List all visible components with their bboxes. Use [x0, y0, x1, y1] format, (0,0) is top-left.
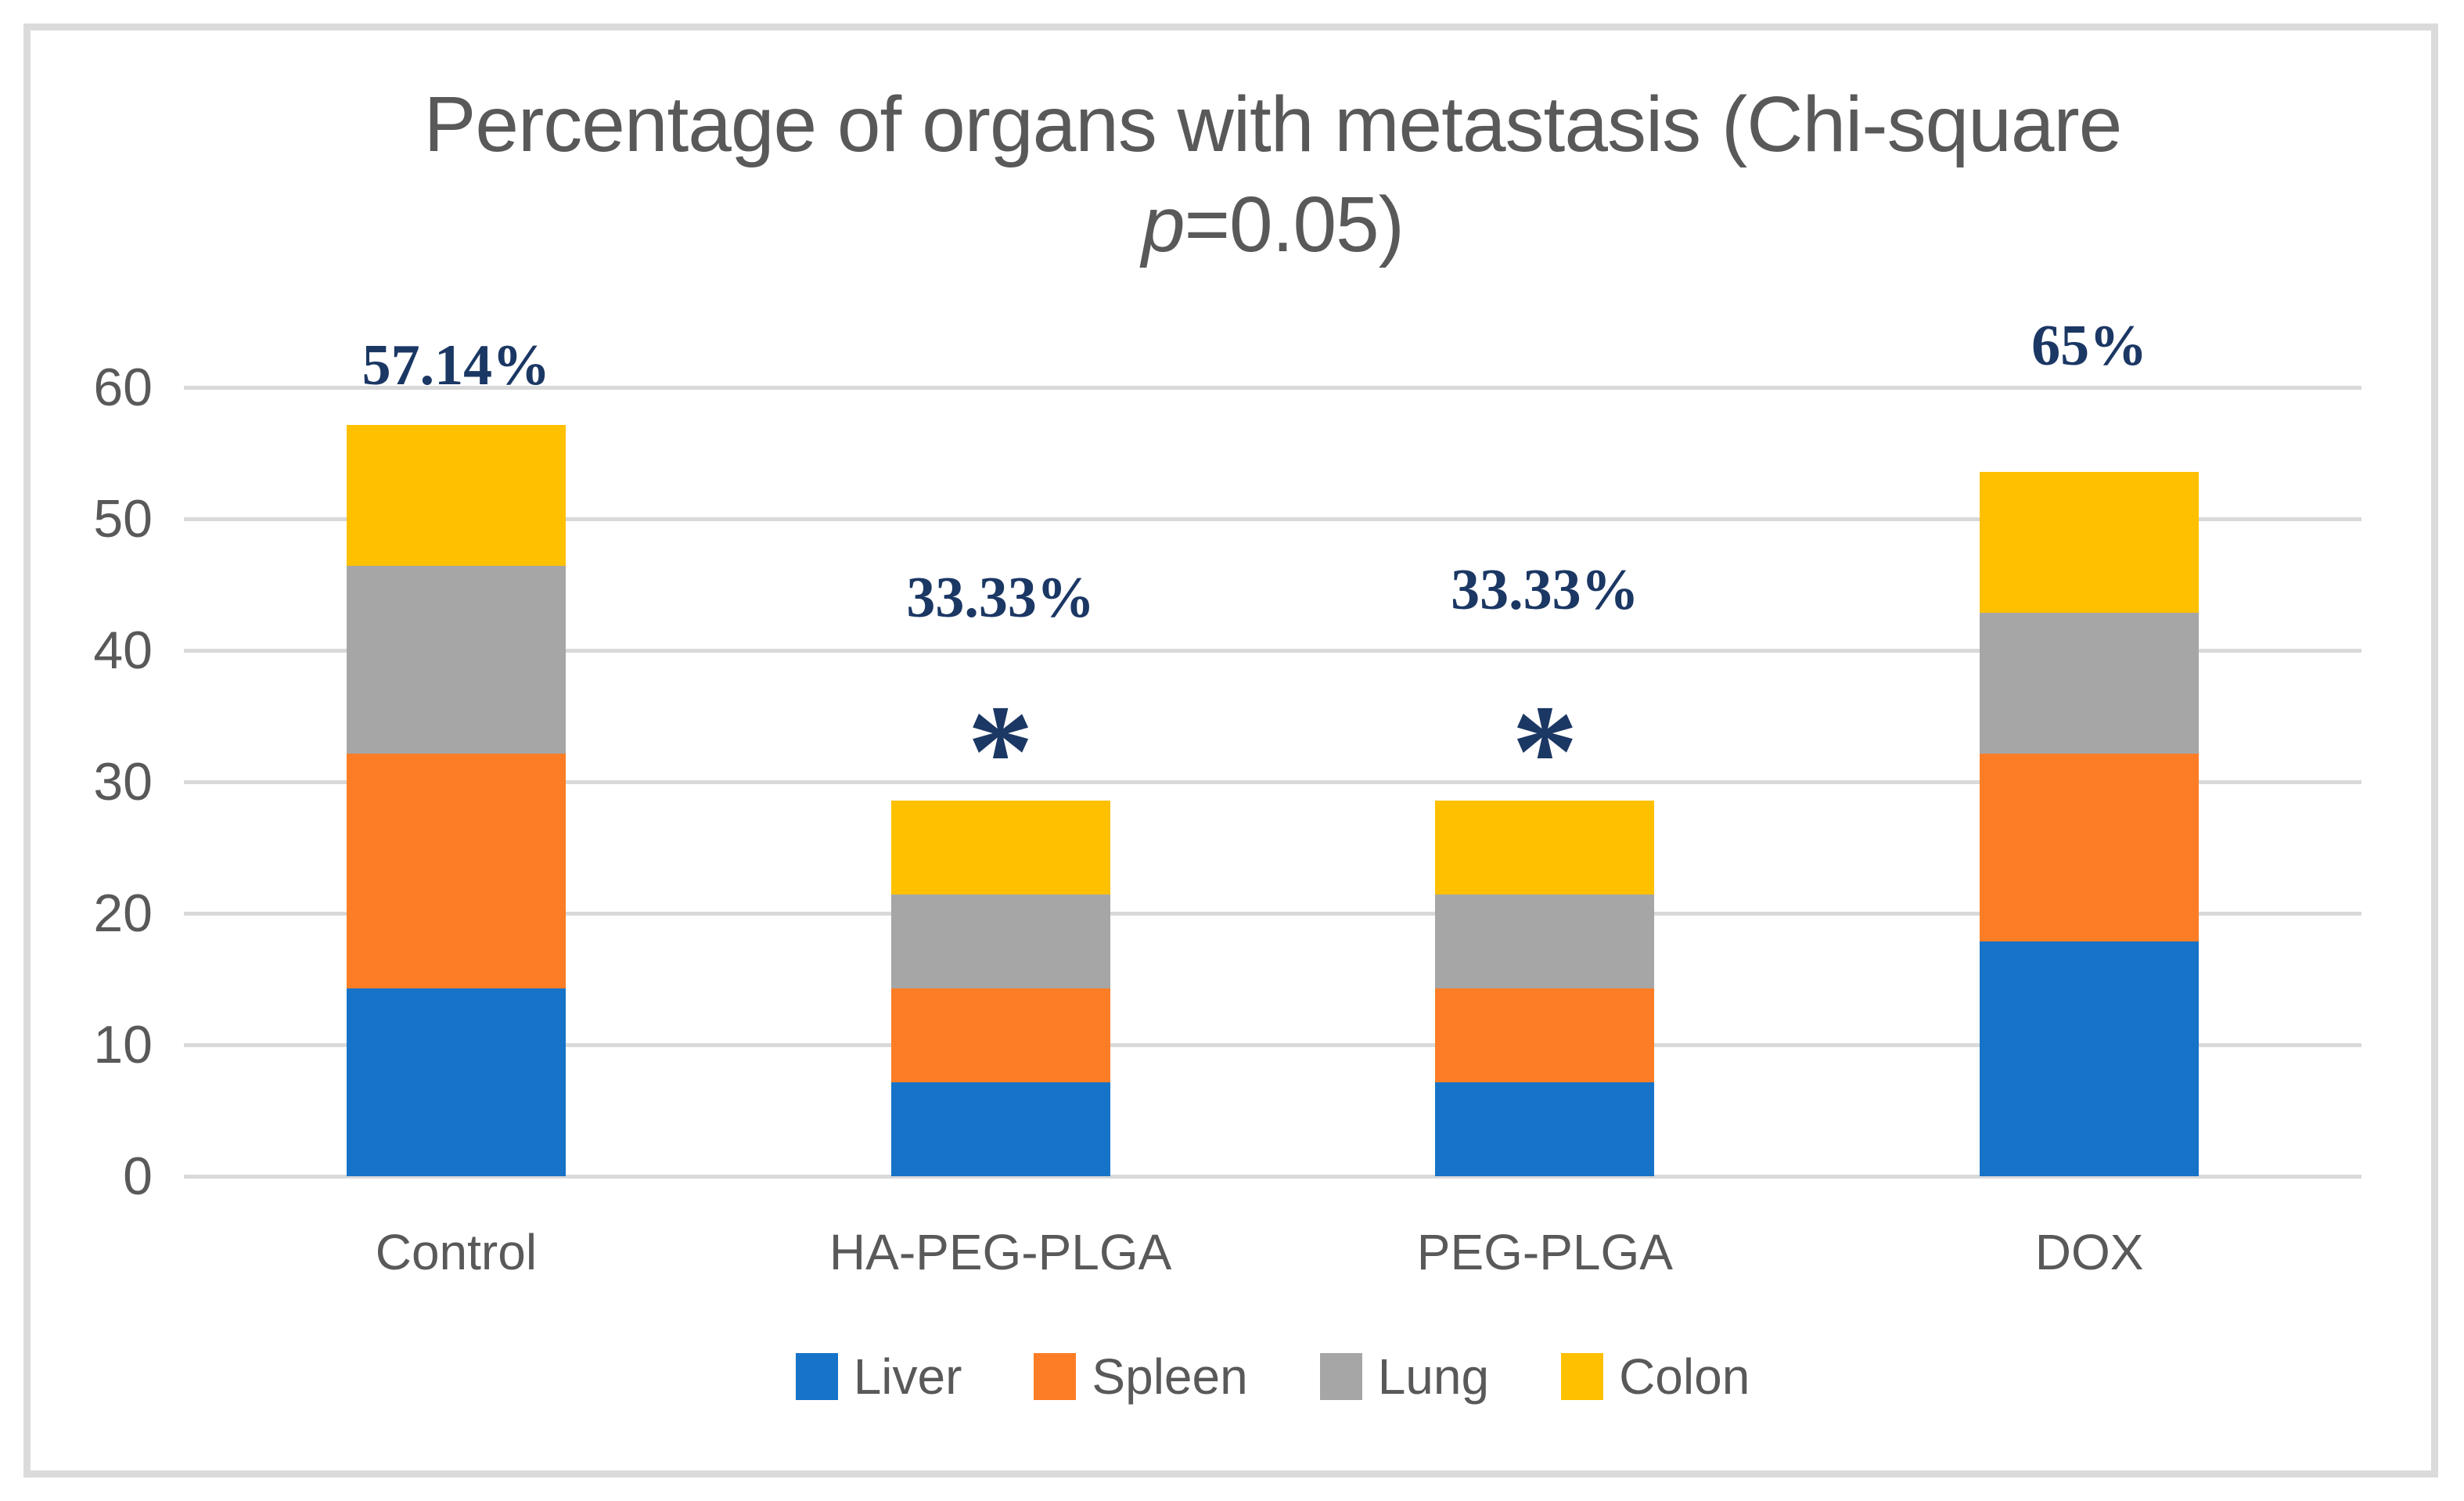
bar-segment-peg-plga-liver: [1435, 1082, 1655, 1176]
bar-segment-dox-spleen: [1980, 753, 2200, 941]
legend-label-spleen: Spleen: [1092, 1348, 1248, 1405]
y-axis-tick-20: 20: [93, 884, 153, 943]
x-axis-category-ha-peg-plga: HA-PEG-PLGA: [829, 1224, 1172, 1280]
gridline-y-40: [184, 649, 2361, 653]
gridline-y-60: [184, 386, 2361, 390]
bar-segment-peg-plga-spleen: [1435, 988, 1655, 1083]
bar-segment-dox-lung: [1980, 612, 2200, 754]
legend-label-colon: Colon: [1619, 1348, 1750, 1405]
bar-segment-control-lung: [346, 565, 566, 754]
bar-segment-ha-peg-plga-colon: [890, 801, 1110, 895]
bar-segment-control-colon: [346, 424, 566, 566]
y-axis-tick-40: 40: [93, 621, 153, 680]
stacked-bar-peg-plga: [1435, 801, 1655, 1176]
bar-segment-peg-plga-colon: [1435, 801, 1655, 895]
data-label-control: 57.14%: [362, 333, 551, 398]
y-axis-tick-10: 10: [93, 1015, 153, 1074]
bar-segment-control-liver: [346, 988, 566, 1176]
legend-swatch-liver: [795, 1353, 838, 1400]
bar-segment-dox-liver: [1980, 941, 2200, 1176]
title-p-value: =0.05): [1184, 181, 1405, 268]
x-axis-category-control: Control: [375, 1224, 538, 1280]
y-axis-tick-30: 30: [93, 752, 153, 812]
bar-segment-ha-peg-plga-lung: [890, 894, 1110, 989]
gridline-y-0: [184, 1175, 2361, 1179]
bar-segment-ha-peg-plga-spleen: [890, 988, 1110, 1083]
bar-segment-ha-peg-plga-liver: [890, 1082, 1110, 1176]
significance-asterisk-ha-peg-plga: *: [967, 678, 1034, 825]
title-p-italic: p: [1142, 181, 1185, 268]
legend-label-liver: Liver: [853, 1348, 962, 1405]
y-axis-tick-50: 50: [93, 489, 153, 549]
y-axis-tick-0: 0: [123, 1146, 153, 1206]
chart-legend: Liver Spleen Lung Colon: [184, 1348, 2361, 1406]
bar-segment-control-spleen: [346, 753, 566, 988]
x-axis-category-dox: DOX: [2034, 1224, 2144, 1280]
x-axis-category-peg-plga: PEG-PLGA: [1416, 1224, 1673, 1280]
chart-title: Percentage of organs with metastasis (Ch…: [184, 74, 2361, 275]
legend-item-spleen: Spleen: [1034, 1348, 1248, 1406]
gridline-y-50: [184, 517, 2361, 521]
data-label-dox: 65%: [2031, 314, 2148, 378]
legend-swatch-colon: [1561, 1353, 1604, 1400]
legend-label-lung: Lung: [1377, 1348, 1490, 1405]
gridline-y-20: [184, 912, 2361, 916]
legend-item-colon: Colon: [1561, 1348, 1750, 1406]
stacked-bar-dox: [1980, 472, 2200, 1176]
significance-asterisk-peg-plga: *: [1511, 678, 1578, 825]
stacked-bar-ha-peg-plga: [890, 801, 1110, 1176]
bar-segment-dox-colon: [1980, 472, 2200, 613]
legend-swatch-lung: [1319, 1353, 1362, 1400]
stacked-bar-control: [346, 424, 566, 1176]
y-axis-tick-60: 60: [93, 358, 153, 417]
legend-item-lung: Lung: [1319, 1348, 1490, 1406]
chart-title-line1: Percentage of organs with metastasis (Ch…: [423, 81, 2123, 168]
data-label-ha-peg-plga: 33.33%: [906, 566, 1095, 630]
legend-swatch-spleen: [1034, 1353, 1077, 1400]
bar-segment-peg-plga-lung: [1435, 894, 1655, 989]
data-label-peg-plga: 33.33%: [1451, 558, 1639, 622]
chart-title-line2: p=0.05): [184, 175, 2361, 275]
gridline-y-10: [184, 1043, 2361, 1047]
legend-item-liver: Liver: [795, 1348, 962, 1406]
gridline-y-30: [184, 780, 2361, 784]
